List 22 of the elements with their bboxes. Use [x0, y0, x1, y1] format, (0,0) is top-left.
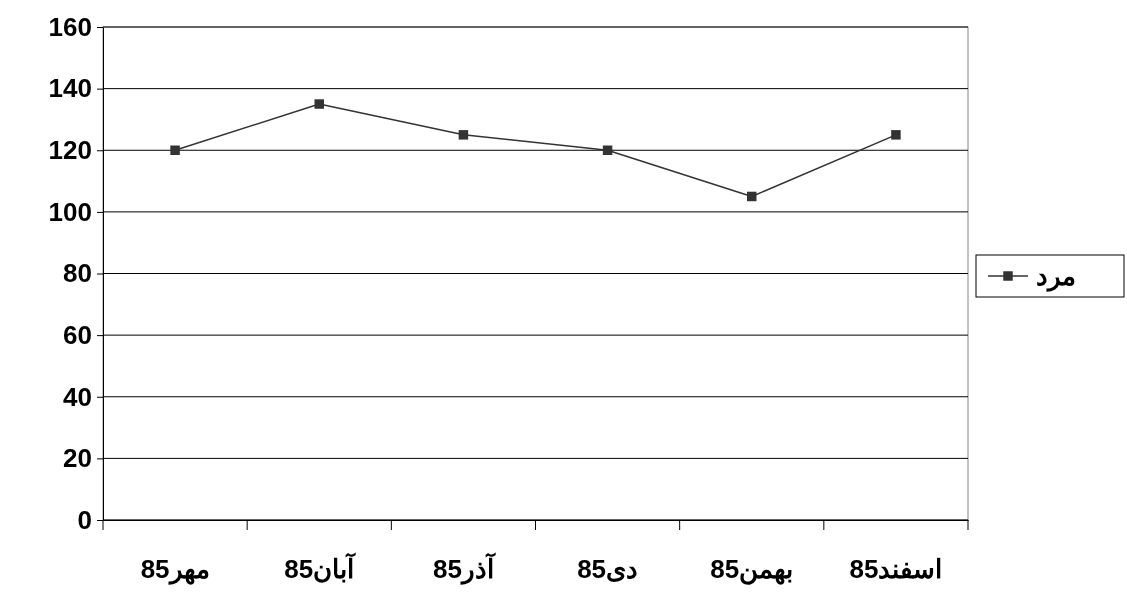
x-tick-label: مهر85 — [140, 553, 210, 585]
point — [458, 130, 469, 140]
point — [314, 99, 324, 109]
y-tick-label: 140 — [48, 73, 92, 104]
point — [170, 145, 180, 155]
y-tick-label: 80 — [63, 258, 92, 289]
y-tick-label: 120 — [48, 135, 92, 166]
point — [891, 130, 901, 140]
x-tick-label: بهمن85 — [710, 553, 794, 585]
y-tick-label: 40 — [63, 381, 92, 412]
y-tick-label: 60 — [63, 319, 92, 350]
x-tick-label: دی85 — [577, 553, 639, 584]
y-tick-label: 160 — [48, 11, 92, 42]
y-tick-label: 20 — [63, 443, 92, 474]
x-tick-label: آبان85 — [284, 551, 357, 584]
y-tick-label: 0 — [77, 504, 92, 535]
x-tick-label: اسفند85 — [849, 553, 943, 584]
point — [747, 191, 757, 202]
y-tick-label: 100 — [48, 196, 92, 227]
point — [602, 145, 613, 155]
legend-label: مرد — [1036, 261, 1076, 293]
x-tick-label: آذر85 — [432, 551, 496, 585]
